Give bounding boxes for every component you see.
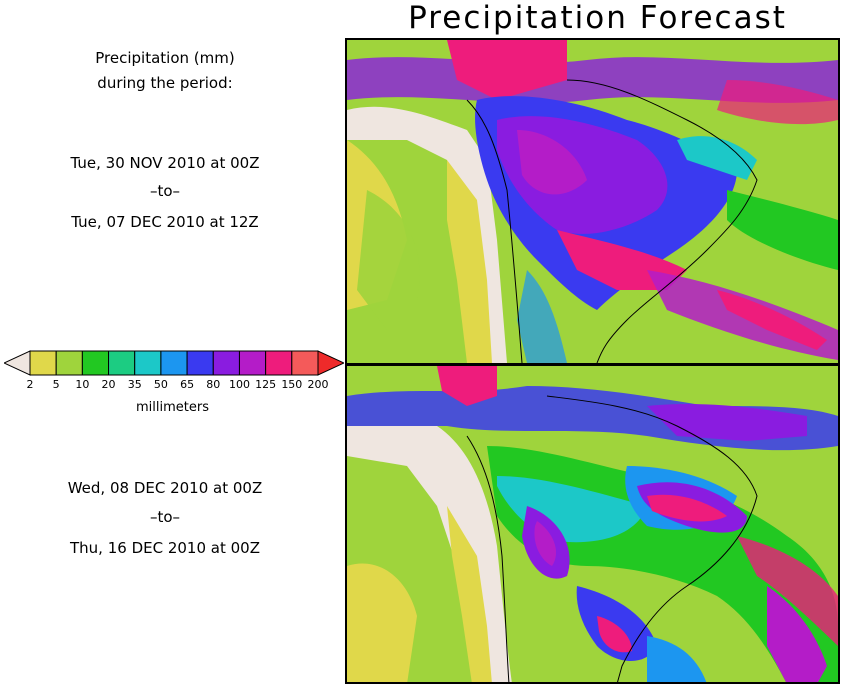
- period2-separator: –to–: [149, 508, 181, 526]
- header-line1: Precipitation (mm): [95, 49, 235, 67]
- colorbar-swatch: [186, 350, 214, 376]
- colorbar-tick-label: 2: [26, 378, 34, 391]
- colorbar-tick-label: 100: [228, 378, 250, 391]
- colorbar-tick-label: 35: [127, 378, 142, 391]
- colorbar-swatch: [212, 350, 240, 376]
- header-line2: during the period:: [97, 74, 233, 92]
- period2-start: Wed, 08 DEC 2010 at 00Z: [67, 479, 263, 497]
- period1-separator: –to–: [149, 182, 181, 200]
- chart-title: Precipitation Forecast: [408, 0, 787, 36]
- colorbar-swatch: [265, 350, 293, 376]
- colorbar-tick-label: 65: [180, 378, 195, 391]
- colorbar-low-arrow: [4, 350, 31, 376]
- colorbar-units: millimeters: [136, 400, 209, 415]
- colorbar-swatch: [291, 350, 319, 376]
- colorbar-tick-label: 50: [153, 378, 168, 391]
- colorbar-swatch: [55, 350, 83, 376]
- colorbar-swatch: [108, 350, 136, 376]
- map-period1: [345, 38, 840, 365]
- colorbar: [4, 350, 344, 376]
- colorbar-swatch: [81, 350, 110, 376]
- colorbar-tick-label: 5: [52, 378, 60, 391]
- colorbar-swatch: [29, 350, 57, 376]
- colorbar-tick-label: 150: [281, 378, 303, 391]
- colorbar-ticks: 2 5 10 20 35 50 65 80 100 125 150 200: [0, 378, 345, 392]
- period1-end: Tue, 07 DEC 2010 at 12Z: [71, 213, 259, 231]
- colorbar-tick-label: 200: [307, 378, 329, 391]
- period1-start: Tue, 30 NOV 2010 at 00Z: [70, 154, 260, 172]
- period2-end: Thu, 16 DEC 2010 at 00Z: [70, 539, 260, 557]
- colorbar-swatch: [134, 350, 162, 376]
- map-period2: [345, 364, 840, 684]
- colorbar-tick-label: 10: [75, 378, 90, 391]
- colorbar-tick-label: 125: [255, 378, 277, 391]
- colorbar-high-arrow: [317, 350, 344, 376]
- colorbar-tick-label: 20: [101, 378, 116, 391]
- colorbar-swatch: [160, 350, 188, 376]
- colorbar-tick-label: 80: [206, 378, 221, 391]
- colorbar-swatch: [238, 350, 267, 376]
